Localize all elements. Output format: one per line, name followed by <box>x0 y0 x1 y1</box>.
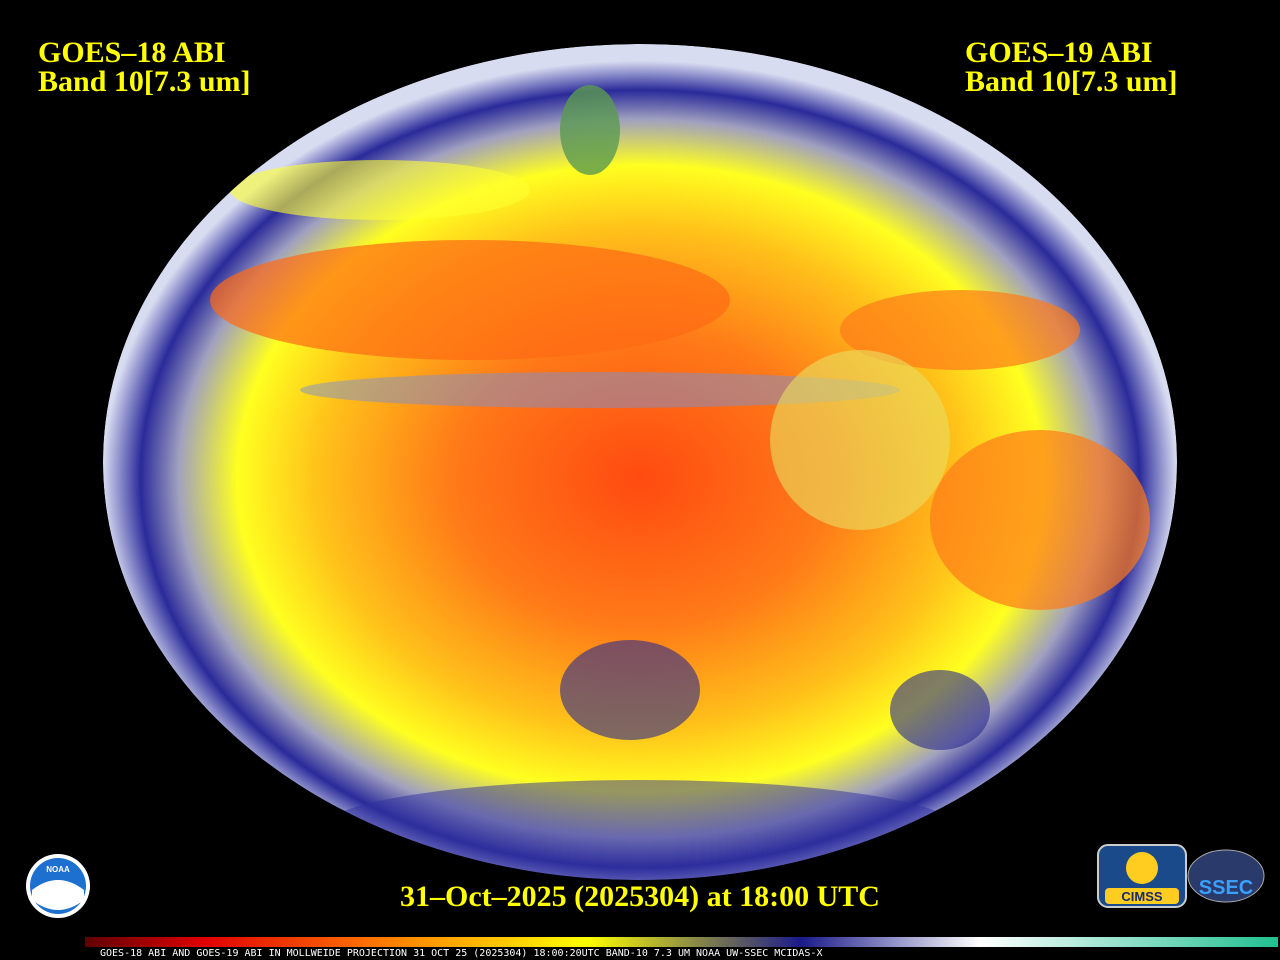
left-band-label: Band 10[7.3 um] <box>38 65 251 98</box>
colorbar-caption: GOES-18 ABI AND GOES-19 ABI IN MOLLWEIDE… <box>100 948 822 959</box>
cimss-text: CIMSS <box>1121 889 1163 904</box>
right-satellite-label: GOES–19 ABI <box>965 36 1153 69</box>
noaa-text: NOAA <box>46 865 70 874</box>
cimss-logo: CIMSS <box>1097 844 1187 908</box>
earth-disk <box>103 44 1177 880</box>
timestamp: 31–Oct–2025 (2025304) at 18:00 UTC <box>400 880 880 913</box>
right-band-label: Band 10[7.3 um] <box>965 65 1178 98</box>
ssec-logo: SSEC <box>1187 849 1265 903</box>
left-satellite-label: GOES–18 ABI <box>38 36 226 69</box>
colorbar <box>85 937 1278 947</box>
ssec-text: SSEC <box>1199 877 1253 899</box>
noaa-logo: NOAA <box>26 854 90 918</box>
